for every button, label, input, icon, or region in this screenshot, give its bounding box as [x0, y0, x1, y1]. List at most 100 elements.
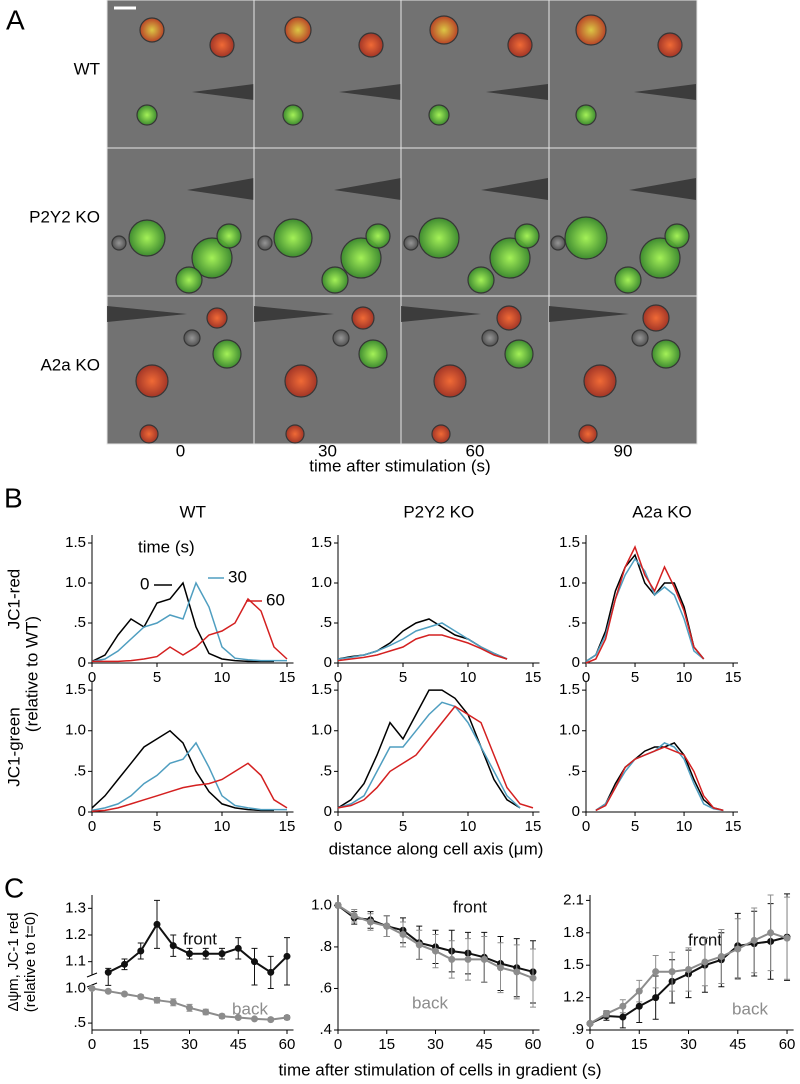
cell [216, 223, 242, 249]
cell [575, 104, 597, 126]
data-line [337, 618, 508, 660]
y-axis-label: JC1-red [4, 569, 23, 629]
cell [212, 339, 242, 369]
micrograph [400, 0, 550, 149]
cell [257, 235, 273, 251]
micrograph [400, 295, 550, 445]
y-tick-label: .5 [567, 762, 580, 779]
data-point [750, 936, 758, 944]
x-tick-label: 5 [399, 818, 407, 835]
pipette [187, 178, 254, 200]
cell [284, 364, 318, 398]
series-label: back [732, 999, 768, 1018]
y-tick-label: 1.5 [559, 681, 580, 698]
data-point [783, 934, 791, 942]
y-tick-label: 1.0 [311, 896, 332, 913]
x-tick-label: 5 [399, 669, 407, 686]
data-line [91, 581, 274, 663]
data-line [337, 701, 521, 809]
data-point [104, 987, 112, 995]
data-line [92, 597, 288, 663]
error-bar [284, 937, 290, 986]
y-tick-label: .5 [73, 762, 86, 779]
x-tick-label: 60 [525, 1036, 542, 1053]
pipette [481, 178, 548, 200]
y-tick-label: .5 [319, 614, 332, 631]
data-point [153, 996, 161, 1004]
cell [481, 329, 499, 347]
cell [351, 306, 375, 330]
cell [365, 223, 391, 249]
pipette [192, 84, 254, 100]
cell [128, 219, 166, 257]
panel-label: B [4, 482, 23, 513]
x-tick-label: 5 [153, 818, 161, 835]
cell [507, 32, 533, 58]
x-tick-label: 30 [181, 1036, 198, 1053]
x-tick-label: 10 [214, 818, 231, 835]
data-line [91, 581, 287, 663]
error-bar [251, 947, 258, 986]
cell [340, 237, 382, 279]
pipette [629, 178, 696, 200]
data-point [218, 950, 226, 958]
data-point [652, 968, 660, 976]
data-point [701, 958, 709, 966]
y-tick-label: 0 [572, 654, 580, 671]
row-label: A2a KO [40, 355, 100, 374]
micrograph [548, 0, 698, 149]
x-tick-label: 5 [153, 669, 161, 686]
micrograph [253, 0, 402, 149]
y-tick-label: 1.5 [65, 534, 86, 551]
cell [403, 235, 419, 251]
cell [651, 339, 681, 369]
x-tick-label: 15 [279, 818, 296, 835]
y-tick-label: 1.2 [563, 989, 584, 1006]
data-line [585, 557, 705, 663]
pipette [549, 306, 629, 322]
data-point [415, 941, 423, 949]
x-tick-label: 0 [582, 818, 590, 835]
cell [578, 424, 598, 444]
micrograph [253, 295, 402, 445]
chart-title: P2Y2 KO [403, 502, 474, 521]
data-point [121, 960, 128, 968]
data-point [513, 968, 521, 976]
data-point [619, 1002, 627, 1010]
y-tick-label: .5 [73, 614, 86, 631]
series-label: back [232, 999, 268, 1018]
x-tick-label: 15 [725, 818, 742, 835]
y-axis-label: (relative to t=0) [22, 912, 39, 1012]
pipette [486, 84, 548, 100]
pipette [334, 178, 401, 200]
y-tick-label: 0 [78, 803, 86, 820]
cell [332, 329, 350, 347]
data-point [399, 930, 407, 938]
x-tick-label: 60 [279, 1036, 296, 1053]
data-point [767, 929, 775, 937]
y-tick-label: .6 [319, 979, 332, 996]
x-tick-label: 10 [460, 818, 477, 835]
y-tick-label: 0 [324, 803, 332, 820]
data-line [337, 689, 521, 809]
data-point [480, 955, 488, 963]
y-axis-label: Δψm, JC-1 red [5, 912, 22, 1011]
data-point [218, 1012, 226, 1020]
y-tick-label: 2.1 [563, 891, 584, 908]
axis-break [86, 972, 98, 988]
data-point [267, 1016, 275, 1024]
data-line [91, 729, 274, 812]
data-point [186, 1004, 193, 1012]
micrograph [548, 295, 698, 445]
x-tick-label: 15 [525, 818, 542, 835]
x-tick-label: 15 [725, 669, 742, 686]
x-axis-label: time after stimulation of cells in gradi… [278, 1060, 601, 1079]
column-label: 0 [176, 441, 185, 460]
y-tick-label: .5 [567, 614, 580, 631]
x-tick-label: 0 [582, 669, 590, 686]
series-label: back [412, 993, 448, 1012]
y-tick-label: 1.0 [65, 574, 86, 591]
data-line [91, 741, 287, 812]
